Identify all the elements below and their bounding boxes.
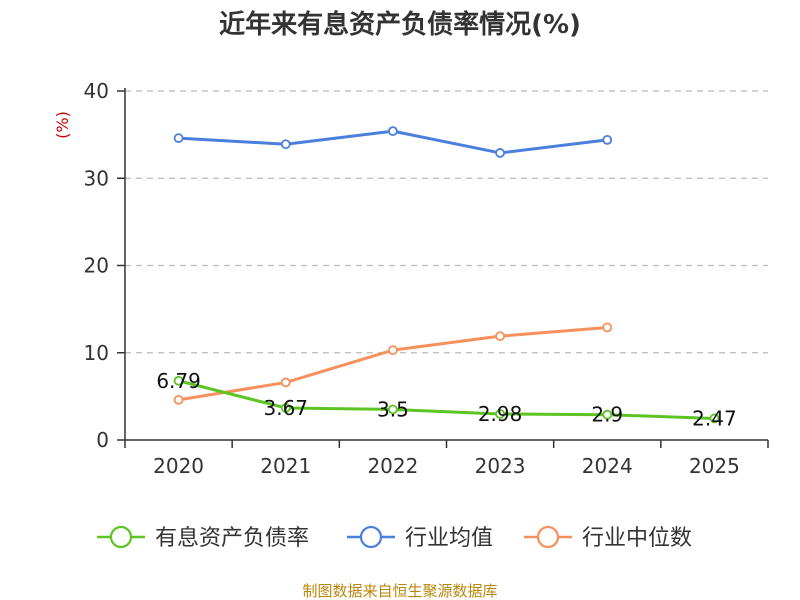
data-point-1[interactable] <box>602 134 613 145</box>
data-point-0[interactable] <box>709 413 720 424</box>
y-tick-label: 30 <box>84 166 109 190</box>
legend-item-2[interactable]: 行业中位数 <box>524 525 692 551</box>
axes: 0 10 20 30 40 2020 2021 2022 2023 2024 2025 <box>84 79 769 478</box>
legend-label: 有息资产负债率 <box>155 526 309 551</box>
data-label: 6.79 <box>156 369 201 393</box>
legend[interactable]: 有息资产负债率 行业均值 行业中位数 <box>97 525 692 551</box>
data-point-0[interactable] <box>495 409 505 419</box>
data-point-1[interactable] <box>388 126 398 137</box>
data-point-1[interactable] <box>495 148 505 158</box>
data-point-2[interactable] <box>602 322 613 333</box>
series-line-0 <box>178 379 715 420</box>
x-tick-label-2025: 2025 <box>689 454 740 478</box>
data-label: 3.5 <box>377 397 409 421</box>
data-point-2[interactable] <box>280 377 291 388</box>
data-point-1[interactable] <box>173 133 184 144</box>
data-point-2[interactable] <box>495 331 505 342</box>
data-labels: 6.79 3.67 3.5 2.98 2.9 2.47 <box>156 369 736 431</box>
data-label: 2.9 <box>591 403 623 427</box>
data-label: 2.47 <box>692 406 737 430</box>
series-layer <box>173 126 720 424</box>
source-note: 制图数据来自恒生聚源数据库 <box>302 582 497 600</box>
y-tick-label: 40 <box>84 79 109 103</box>
x-tick-label-2021: 2021 <box>260 454 311 478</box>
data-point-1[interactable] <box>280 139 291 150</box>
data-point-0[interactable] <box>602 409 613 420</box>
data-label: 2.98 <box>478 402 523 426</box>
legend-item-1[interactable]: 行业均值 <box>347 525 493 551</box>
data-point-2[interactable] <box>388 345 398 356</box>
legend-label: 行业中位数 <box>582 526 692 551</box>
x-tick-label-2022: 2022 <box>367 454 418 478</box>
data-point-0[interactable] <box>173 375 184 386</box>
x-tick-label-2024: 2024 <box>582 454 633 478</box>
data-point-0[interactable] <box>280 403 291 413</box>
y-axis-unit: (%) <box>53 111 72 139</box>
y-tick-label: 0 <box>96 428 109 452</box>
grid-lines <box>125 90 768 354</box>
y-tick-label: 10 <box>84 341 109 365</box>
series-line-2 <box>178 325 608 402</box>
legend-label: 行业均值 <box>405 526 493 551</box>
legend-marker <box>109 525 133 549</box>
legend-marker <box>536 525 560 549</box>
data-label: 3.67 <box>263 396 308 420</box>
x-tick-label-2023: 2023 <box>475 454 526 478</box>
y-tick-label: 20 <box>84 254 109 278</box>
x-tick-label-2020: 2020 <box>153 454 204 478</box>
legend-marker <box>359 525 383 549</box>
data-point-0[interactable] <box>388 404 398 415</box>
chart-title: 近年来有息资产负债率情况(%) <box>219 9 581 40</box>
legend-item-0[interactable]: 有息资产负债率 <box>97 525 309 551</box>
data-point-2[interactable] <box>173 394 184 405</box>
